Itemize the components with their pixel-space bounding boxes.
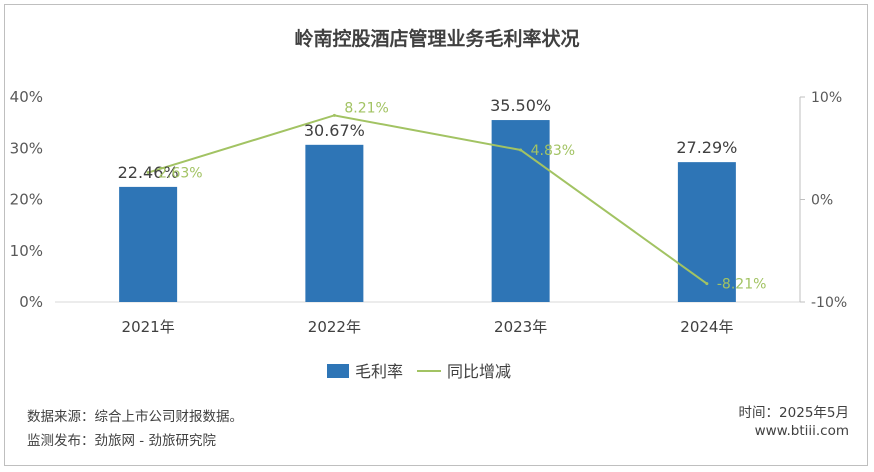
y-left-tick-label: 30%: [10, 139, 43, 157]
bar: [305, 144, 364, 302]
publisher-note: 监测发布：劲旅网 - 劲旅研究院: [27, 433, 216, 449]
y-left-tick-label: 20%: [10, 191, 43, 209]
x-tick-label: 2024年: [680, 318, 733, 336]
y-right-tick-label: -10%: [811, 295, 847, 311]
bar-series: [119, 120, 736, 302]
y-left-tick-label: 40%: [10, 88, 43, 106]
y-right-tick-label: 0%: [811, 193, 833, 209]
legend-label-line: 同比增减: [447, 362, 511, 381]
date-note: 时间：2025年5月: [738, 405, 849, 421]
line-value-label: 4.83%: [531, 143, 575, 159]
chart-title: 岭南控股酒店管理业务毛利率状况: [294, 27, 579, 50]
legend-swatch-bar: [327, 364, 349, 378]
legend: 毛利率 同比增减: [327, 362, 511, 381]
bar-value-label: 30.67%: [304, 121, 365, 140]
data-labels: 22.46% 30.67% 35.50% 27.29% 2.63% 8.21% 4.83% -…: [118, 96, 767, 293]
line-point: [332, 113, 336, 117]
legend-label-bar: 毛利率: [355, 362, 403, 381]
bar-value-label: 27.29%: [676, 138, 737, 157]
x-tick-label: 2021年: [122, 318, 175, 336]
bar-value-label: 22.46%: [118, 163, 179, 182]
website-note: www.btiii.com: [754, 423, 849, 439]
x-tick-label: 2023年: [494, 318, 547, 336]
line-series: [146, 113, 709, 286]
line-path: [147, 114, 708, 285]
axes: 0% 10% 20% 30% 40% -10% 0% 10% 2021年 2022年 2023年 20…: [10, 88, 848, 336]
y-right-tick-label: 10%: [811, 90, 842, 106]
line-value-label: 2.63%: [158, 166, 202, 182]
line-value-label: -8.21%: [717, 277, 767, 293]
bar-value-label: 35.50%: [490, 96, 551, 115]
line-point: [146, 171, 150, 175]
bar: [677, 162, 736, 302]
line-point: [519, 148, 523, 152]
y-left-tick-label: 0%: [19, 293, 43, 311]
y-left-tick-label: 10%: [10, 242, 43, 260]
x-tick-label: 2022年: [308, 318, 361, 336]
source-note: 数据来源：综合上市公司财报数据。: [27, 409, 243, 425]
chart-svg: 岭南控股酒店管理业务毛利率状况 0% 10% 20% 30% 40% -10% 0% 10% 2…: [10, 27, 848, 381]
line-value-label: 8.21%: [344, 100, 388, 116]
line-point: [705, 282, 709, 286]
chart-frame: 岭南控股酒店管理业务毛利率状况 0% 10% 20% 30% 40% -10% 0% 10% 2…: [4, 4, 868, 466]
bar: [119, 186, 178, 302]
